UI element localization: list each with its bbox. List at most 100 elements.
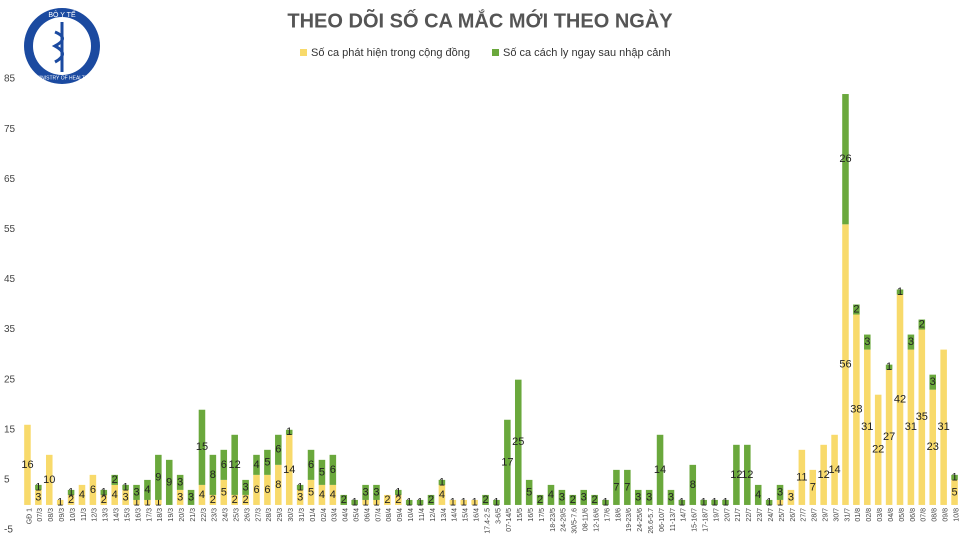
legend-label: Số ca phát hiện trong cộng đồng [311, 47, 470, 59]
value-label: 2 [101, 494, 107, 506]
x-tick-label: 06/4 [364, 508, 371, 522]
bar-segment [798, 449, 806, 505]
y-tick-label: 75 [4, 124, 16, 135]
x-tick-label: 14/7 [681, 508, 688, 522]
chart-title: THEO DÕI SỐ CA MẮC MỚI THEO NGÀY [287, 8, 673, 32]
value-label: 2 [482, 494, 488, 506]
bar-segment [187, 489, 195, 505]
bar-segment [111, 484, 118, 505]
x-tick-label: 03/8 [877, 508, 884, 522]
value-label: 1 [461, 496, 467, 508]
bar-segment [918, 319, 926, 330]
value-label: 6 [253, 484, 259, 496]
bar-segment [264, 449, 271, 475]
value-label: 1 [395, 486, 401, 498]
x-tick-label: 09/8 [942, 508, 949, 522]
bar-segment [765, 499, 773, 505]
x-tick-label: 28/3 [266, 508, 273, 522]
bar-segment [667, 489, 675, 505]
bar-segment [471, 499, 478, 505]
value-label: 4 [199, 489, 205, 501]
value-label: 31 [905, 421, 917, 433]
value-label: 1 [439, 476, 445, 488]
value-label: 25 [512, 436, 524, 448]
x-tick-label: 08/3 [48, 508, 55, 522]
x-tick-label: 01/4 [310, 508, 317, 522]
bar-segment [133, 499, 140, 505]
bar-segment [656, 434, 664, 505]
value-label: 12 [818, 469, 830, 481]
x-tick-label: 24/3 [223, 508, 230, 522]
bar-segment [373, 484, 380, 500]
value-label: 5 [264, 456, 270, 468]
value-label: 6 [264, 484, 270, 496]
bar-segment [896, 289, 904, 295]
x-tick-label: 14/3 [114, 508, 121, 522]
value-label: 3 [177, 476, 183, 488]
value-label: 17 [501, 456, 513, 468]
x-tick-label: GĐ 1 [26, 508, 33, 524]
bar-segment [776, 484, 784, 500]
x-tick-label: 24/7 [768, 508, 775, 522]
x-tick-label: 08/4 [386, 508, 393, 522]
value-label: 2 [384, 494, 390, 506]
bar-segment [231, 494, 238, 505]
x-tick-label: 26/7 [790, 508, 797, 522]
x-tick-label: 28/7 [812, 508, 819, 522]
value-label: 10 [43, 474, 55, 486]
x-tick-label: 24-25/6 [637, 508, 644, 532]
bar-segment [689, 464, 697, 505]
bar-segment [602, 499, 609, 505]
value-label: 1 [766, 496, 772, 508]
bar-segment [242, 479, 249, 495]
x-tick-label: 12/3 [92, 508, 99, 522]
value-label: 8 [275, 479, 281, 491]
value-label: 11 [796, 471, 807, 483]
x-tick-label: 24-29/5 [561, 508, 568, 532]
bar-segment [384, 494, 391, 505]
value-label: 2 [537, 494, 543, 506]
x-tick-label: 22/7 [746, 508, 753, 522]
x-tick-label: 18/3 [157, 508, 164, 522]
x-tick-label: 19/3 [168, 508, 175, 522]
bar-segment [525, 479, 533, 505]
bar-segment [896, 294, 904, 505]
y-tick-label: 55 [4, 224, 16, 235]
value-label: 1 [886, 361, 892, 373]
value-label: 31 [938, 421, 950, 433]
bar-segment [231, 434, 238, 495]
x-tick-label: 08/8 [932, 508, 939, 522]
value-label: 6 [275, 444, 281, 456]
x-tick-label: 15-16/7 [692, 508, 699, 532]
value-label: 5 [319, 466, 325, 478]
value-label: 12 [741, 469, 753, 481]
bar-segment [438, 484, 446, 505]
y-tick-label: 45 [4, 274, 16, 285]
bar-segment [864, 334, 871, 350]
x-tick-label: 07-14/5 [506, 508, 513, 532]
x-tick-label: 06/8 [910, 508, 917, 522]
bar-segment [242, 494, 249, 505]
x-tick-label: 23/3 [212, 508, 219, 522]
bar-segment [438, 479, 446, 485]
value-label: 4 [253, 459, 259, 471]
bar-segment [787, 489, 795, 505]
value-label: 4 [112, 489, 118, 501]
x-tick-label: 12/4 [430, 508, 437, 522]
x-tick-label: 11/4 [419, 508, 426, 521]
bar-segment [318, 459, 326, 485]
value-label: 1 [68, 486, 74, 498]
legend-swatch [492, 49, 499, 56]
bar-segment [362, 499, 369, 505]
bar-segment [645, 489, 653, 505]
bar-segment [144, 479, 151, 500]
value-label: 1 [297, 481, 303, 493]
x-tick-label: 09/3 [59, 508, 66, 522]
bar-segment [165, 459, 173, 505]
x-tick-label: 17/5 [539, 508, 546, 522]
bar-segment [416, 499, 424, 505]
x-tick-label: 07/3 [37, 508, 44, 522]
value-label: 2 [592, 494, 598, 506]
bar-segment [198, 409, 206, 485]
x-tick-label: 19-23/6 [626, 508, 633, 532]
